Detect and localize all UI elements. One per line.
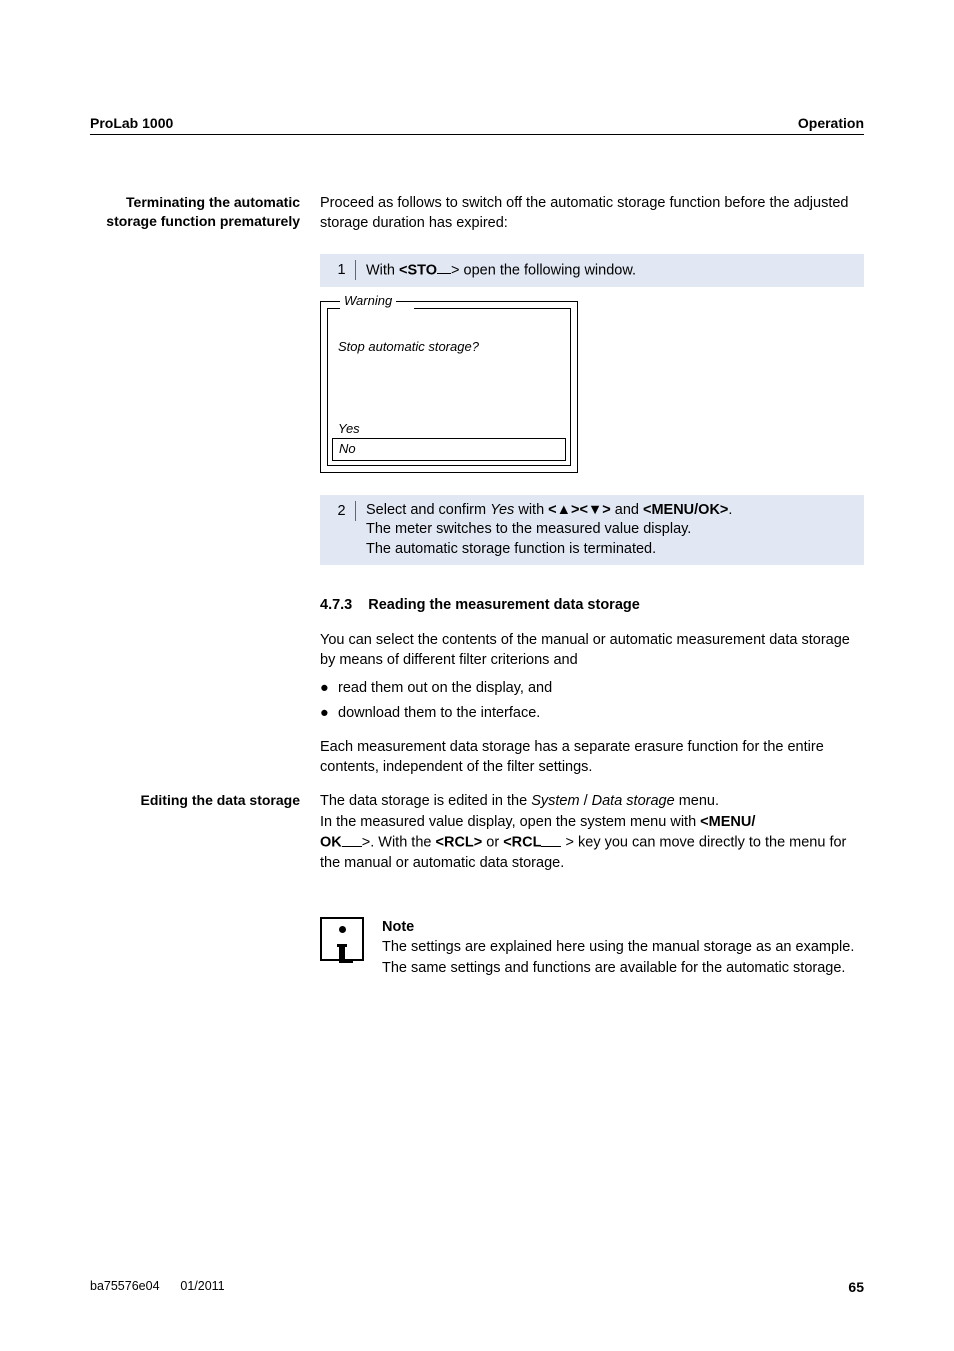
- step-2-text: Select and confirm Yes with <▲><▼> and <…: [366, 501, 856, 560]
- editing-body: The data storage is edited in the System…: [320, 791, 864, 873]
- e-t1: The data storage is edited in the: [320, 793, 531, 809]
- s2-l2: The meter switches to the measured value…: [366, 521, 691, 537]
- lcd-yes: Yes: [338, 420, 360, 438]
- note-body: The settings are explained here using th…: [382, 939, 854, 975]
- lcd-no: No: [339, 441, 356, 456]
- e-t2b: >. With the: [362, 835, 436, 851]
- rcl-key: <RCL>: [436, 835, 483, 851]
- menu-key: <MENU/: [700, 814, 755, 830]
- e-ds: Data storage: [592, 793, 675, 809]
- e-t1b: menu.: [675, 793, 719, 809]
- arrow-keys: <▲><▼>: [548, 502, 611, 518]
- s2-yes: Yes: [490, 502, 514, 518]
- s2-l3: The automatic storage function is termin…: [366, 541, 656, 557]
- section-number: 4.7.3: [320, 595, 352, 615]
- note-block: Note The settings are explained here usi…: [320, 917, 864, 978]
- step-1-number: 1: [328, 260, 356, 280]
- note-heading: Note: [382, 919, 414, 935]
- step-1: 1 With <STO > open the following window.: [320, 254, 864, 287]
- step-2: 2 Select and confirm Yes with <▲><▼> and…: [320, 495, 864, 566]
- rcl-long-key: <RCL: [503, 835, 541, 851]
- e-slash: /: [580, 793, 592, 809]
- bullet-2-text: download them to the interface.: [338, 703, 540, 723]
- step1-post: > open the following window.: [451, 262, 636, 278]
- sto-key: <STO: [399, 262, 437, 278]
- e-t2a: In the measured value display, open the …: [320, 814, 700, 830]
- e-t2c: or: [482, 835, 503, 851]
- s2-c: and: [611, 502, 643, 518]
- side-heading-editing: Editing the data storage: [90, 791, 320, 873]
- s2-b: with: [514, 502, 548, 518]
- section-heading: 4.7.3 Reading the measurement data storag…: [320, 595, 864, 615]
- bullet-1-text: read them out on the display, and: [338, 678, 552, 698]
- doc-section: Operation: [798, 115, 864, 131]
- bullet-1: ● read them out on the display, and: [320, 678, 864, 698]
- intro-text: Proceed as follows to switch off the aut…: [320, 193, 864, 234]
- footer-date: 01/2011: [180, 1279, 224, 1293]
- step-1-text: With <STO > open the following window.: [366, 260, 856, 281]
- doc-model: ProLab 1000: [90, 115, 173, 131]
- info-icon: [320, 917, 364, 961]
- page-number: 65: [848, 1279, 864, 1295]
- lcd-title: Warning: [340, 292, 396, 310]
- side-heading-terminate: Terminating the automatic storage functi…: [90, 193, 320, 234]
- e-sys: System: [531, 793, 579, 809]
- s2-d: .: [728, 502, 732, 518]
- s2-a: Select and confirm: [366, 502, 490, 518]
- step1-pre: With: [366, 262, 399, 278]
- footer-docid: ba75576e04: [90, 1279, 160, 1293]
- section-title: Reading the measurement data storage: [368, 597, 640, 613]
- bullet-2: ● download them to the interface.: [320, 703, 864, 723]
- section-p2: Each measurement data storage has a sepa…: [320, 737, 864, 778]
- section-p1: You can select the contents of the manua…: [320, 630, 864, 671]
- lcd-message: Stop automatic storage?: [338, 338, 560, 356]
- menu-ok-key: <MENU/OK>: [643, 502, 728, 518]
- lcd-warning-box: Stop automatic storage? Yes No Warning: [320, 301, 578, 473]
- ok-key: OK: [320, 835, 342, 851]
- step-2-number: 2: [328, 501, 356, 521]
